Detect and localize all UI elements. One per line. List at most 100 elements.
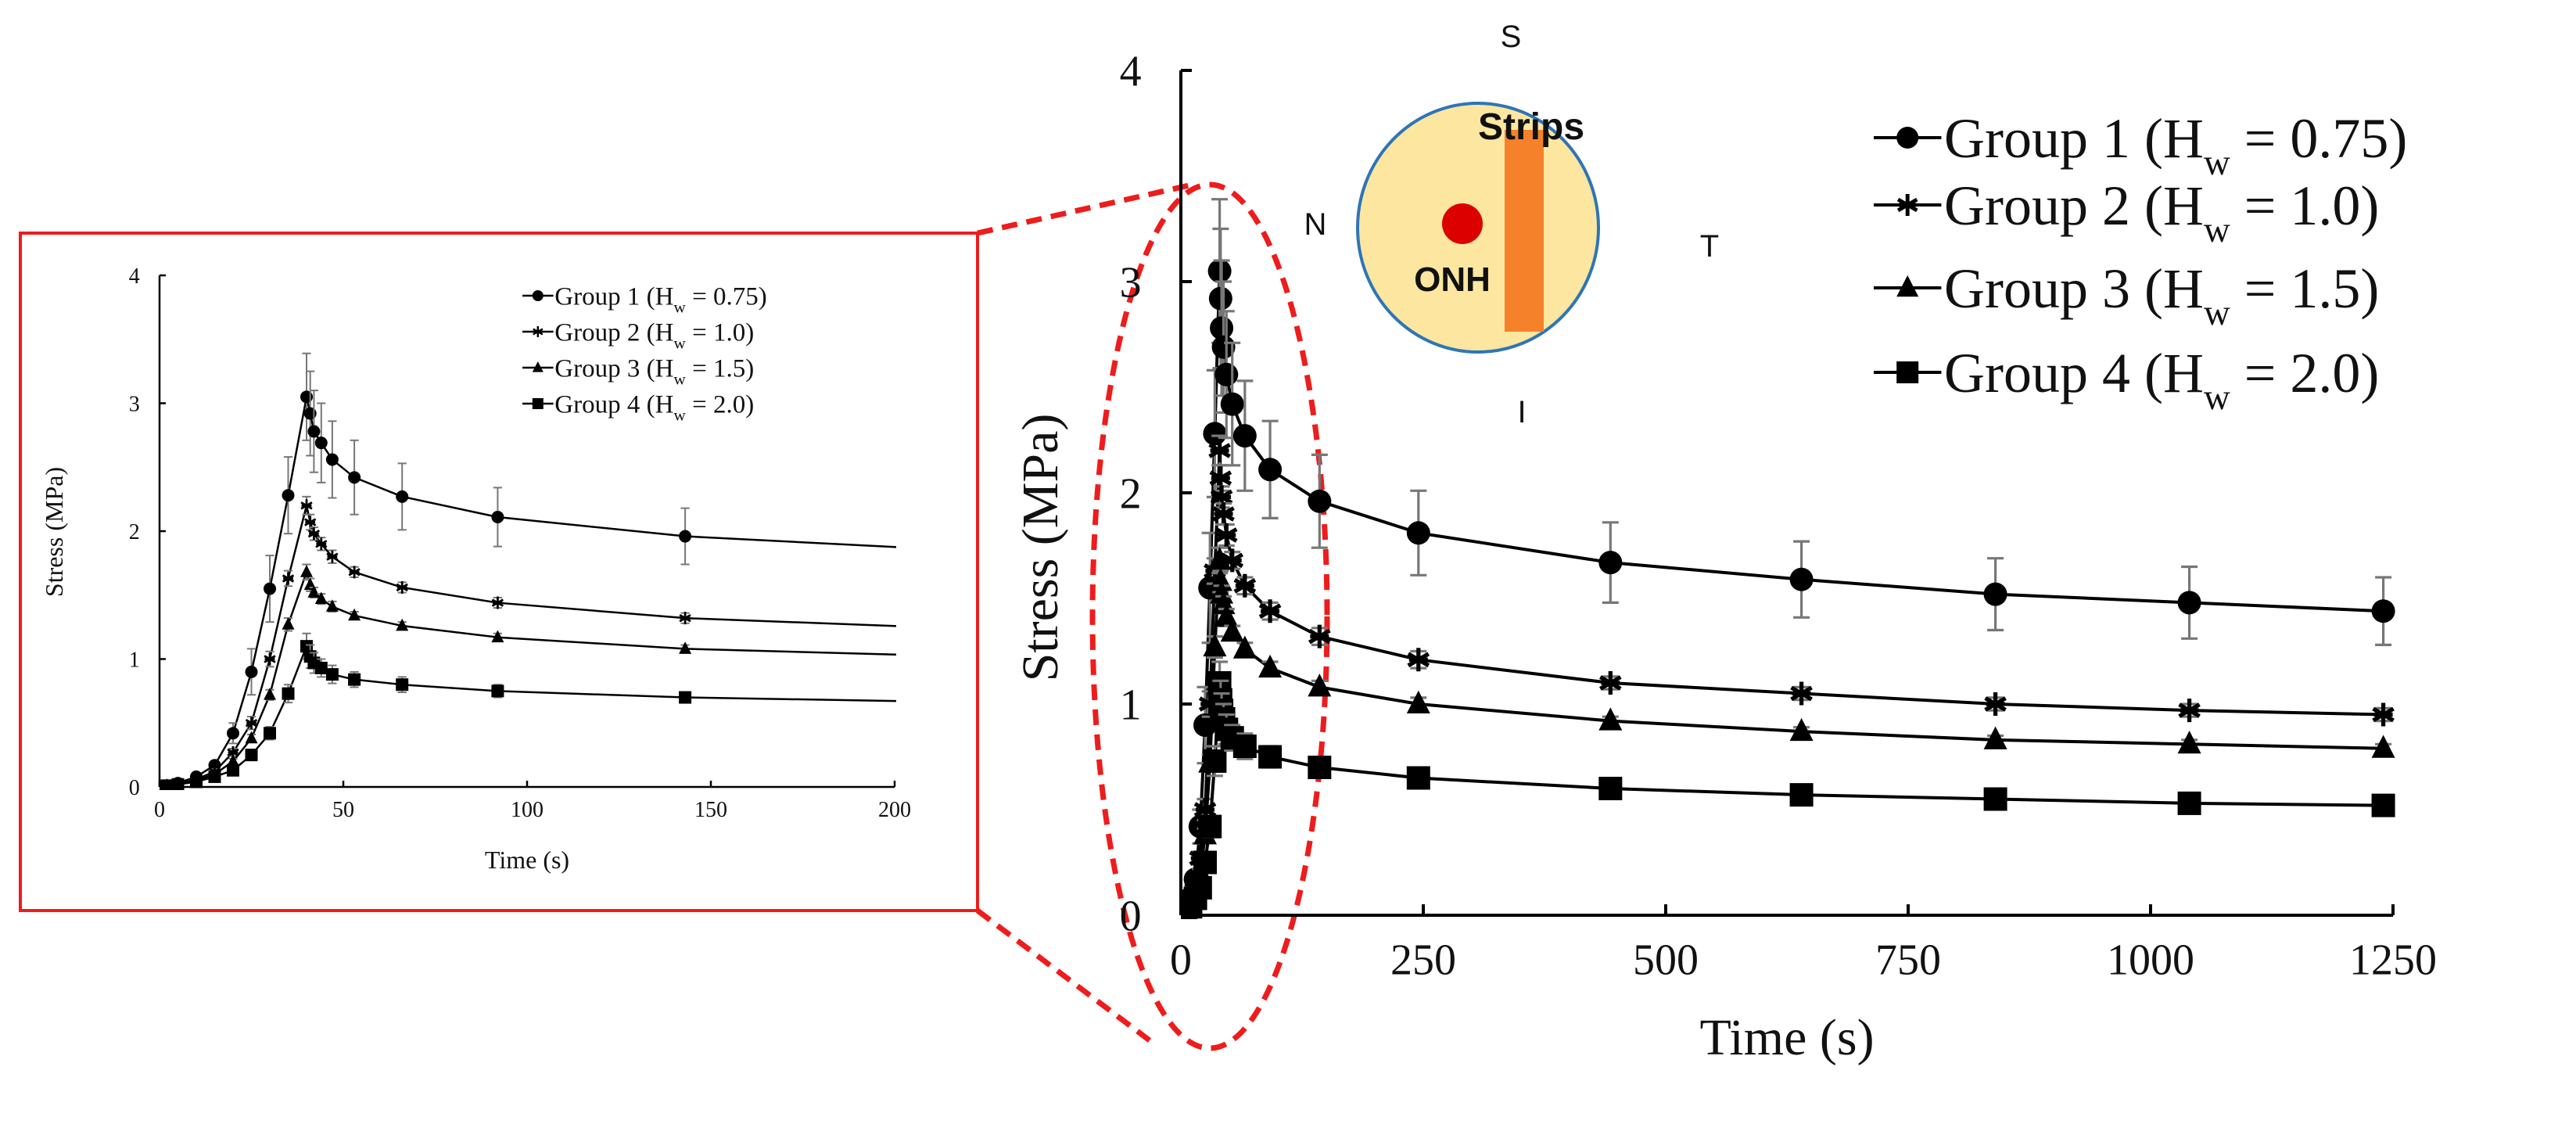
data-point: [2177, 731, 2201, 754]
data-point: [1789, 717, 1814, 742]
x-tick-label: 250: [1390, 936, 1456, 985]
legend-item-1: Group 1 (Hw = 0.75): [522, 283, 767, 316]
data-point: [2371, 735, 2395, 758]
data-point: [491, 684, 504, 698]
series-1: [160, 352, 896, 790]
series-4: [1181, 660, 2395, 919]
data-point: [1406, 521, 1430, 545]
inset-y-axis-title: Stress (MPa): [40, 467, 68, 597]
legend-group: Group 2 (: [554, 319, 655, 347]
legend-value: = 1.5): [2230, 257, 2380, 320]
data-point: [1208, 439, 1231, 462]
legend-h: H: [2163, 174, 2204, 237]
legend-value: = 1.5): [686, 355, 754, 383]
data-point: [282, 687, 295, 700]
data-point: [679, 612, 691, 625]
data-point: [1308, 624, 1331, 648]
legend-marker-circle: [1896, 127, 1919, 149]
legend-marker-asterisk: [533, 326, 544, 337]
data-point: [160, 779, 174, 790]
inset-legend: Group 1 (Hw = 0.75)Group 2 (Hw = 1.0)Gro…: [522, 283, 767, 424]
legend-label: Group 1 (Hw = 0.75): [1944, 107, 2407, 183]
data-point: [1598, 777, 1623, 800]
data-point: [2178, 699, 2201, 723]
data-point: [2177, 791, 2201, 815]
connector-bottom: [975, 908, 1152, 1043]
main-chart: 0 250 500 750 1000 1250 0 1 2 3 4: [1120, 48, 2437, 985]
x-tick-label: 50: [332, 798, 354, 822]
data-point: [1983, 582, 2007, 606]
data-point: [264, 652, 276, 666]
data-point: [1209, 466, 1232, 490]
data-point: [314, 661, 328, 674]
data-point: [1203, 633, 1227, 657]
data-point: [1258, 458, 1283, 482]
legend-value: = 2.0): [686, 391, 754, 419]
legend-item-3: Group 3 (Hw = 1.5): [1874, 257, 2379, 333]
data-point: [348, 566, 361, 579]
data-point: [396, 580, 408, 594]
legend-value: = 2.0): [2230, 342, 2380, 404]
data-point: [208, 770, 221, 783]
legend-item-4: Group 4 (Hw = 2.0): [522, 391, 754, 424]
main-x-axis-title: Time (s): [1699, 1009, 1874, 1066]
legend-item-3: Group 3 (Hw = 1.5): [522, 355, 754, 389]
data-point: [491, 596, 504, 609]
inset-x-axis-title: Time (s): [485, 846, 569, 874]
series-2: [1181, 434, 2395, 919]
data-point: [1214, 523, 1238, 547]
legend-marker-triangle: [532, 361, 544, 372]
data-point: [491, 630, 504, 643]
x-tick-label: 200: [878, 798, 911, 822]
legend-label: Group 4 (Hw = 2.0): [1944, 342, 2379, 418]
data-point: [227, 763, 239, 777]
legend-h: H: [2163, 342, 2204, 404]
series-line: [160, 643, 896, 789]
x-tick-label: 1250: [2349, 936, 2437, 985]
legend-subscript: w: [673, 333, 686, 352]
connector-top: [977, 181, 1193, 236]
series-line: [1181, 450, 2384, 917]
legend-h: H: [655, 355, 674, 383]
data-point: [396, 618, 409, 631]
zoom-region-ellipse: [1089, 181, 1330, 1051]
direction-n: N: [1304, 207, 1327, 242]
data-point: [1598, 551, 1623, 575]
direction-s: S: [1501, 20, 1522, 54]
legend-h: H: [2163, 257, 2204, 320]
legend-marker-asterisk: [1896, 194, 1918, 216]
legend-h: H: [655, 391, 674, 419]
direction-i: I: [1517, 395, 1526, 429]
data-point: [190, 775, 203, 789]
y-tick-label: 4: [129, 264, 140, 289]
data-point: [2177, 591, 2201, 615]
data-point: [1233, 573, 1257, 598]
data-point: [1407, 648, 1430, 672]
data-point: [1789, 783, 1814, 807]
legend-marker-square: [532, 398, 544, 409]
data-point: [325, 668, 339, 681]
data-point: [1598, 707, 1623, 731]
legend-group: Group 3 (: [1944, 257, 2163, 320]
legend-value: = 1.0): [686, 319, 754, 347]
strips-label: Strips: [1478, 106, 1584, 148]
legend-subscript: w: [673, 297, 686, 316]
legend-label: Group 2 (Hw = 1.0): [1944, 174, 2379, 250]
legend-value: = 0.75): [2230, 107, 2408, 170]
data-point: [227, 727, 239, 740]
legend-subscript: w: [2204, 142, 2230, 183]
legend-item-4: Group 4 (Hw = 2.0): [1874, 342, 2379, 418]
data-point: [396, 490, 409, 503]
data-point: [1599, 671, 1622, 695]
y-tick-label: 3: [129, 392, 140, 416]
data-point: [1406, 690, 1430, 713]
data-point: [1220, 618, 1244, 642]
data-point: [282, 617, 295, 630]
legend-label: Group 3 (Hw = 1.5): [554, 355, 754, 389]
data-point: [325, 453, 339, 466]
inset-frame: [19, 232, 979, 912]
x-tick-label: 1000: [2107, 936, 2194, 985]
data-point: [245, 665, 258, 678]
legend-group: Group 1 (: [1944, 107, 2163, 170]
